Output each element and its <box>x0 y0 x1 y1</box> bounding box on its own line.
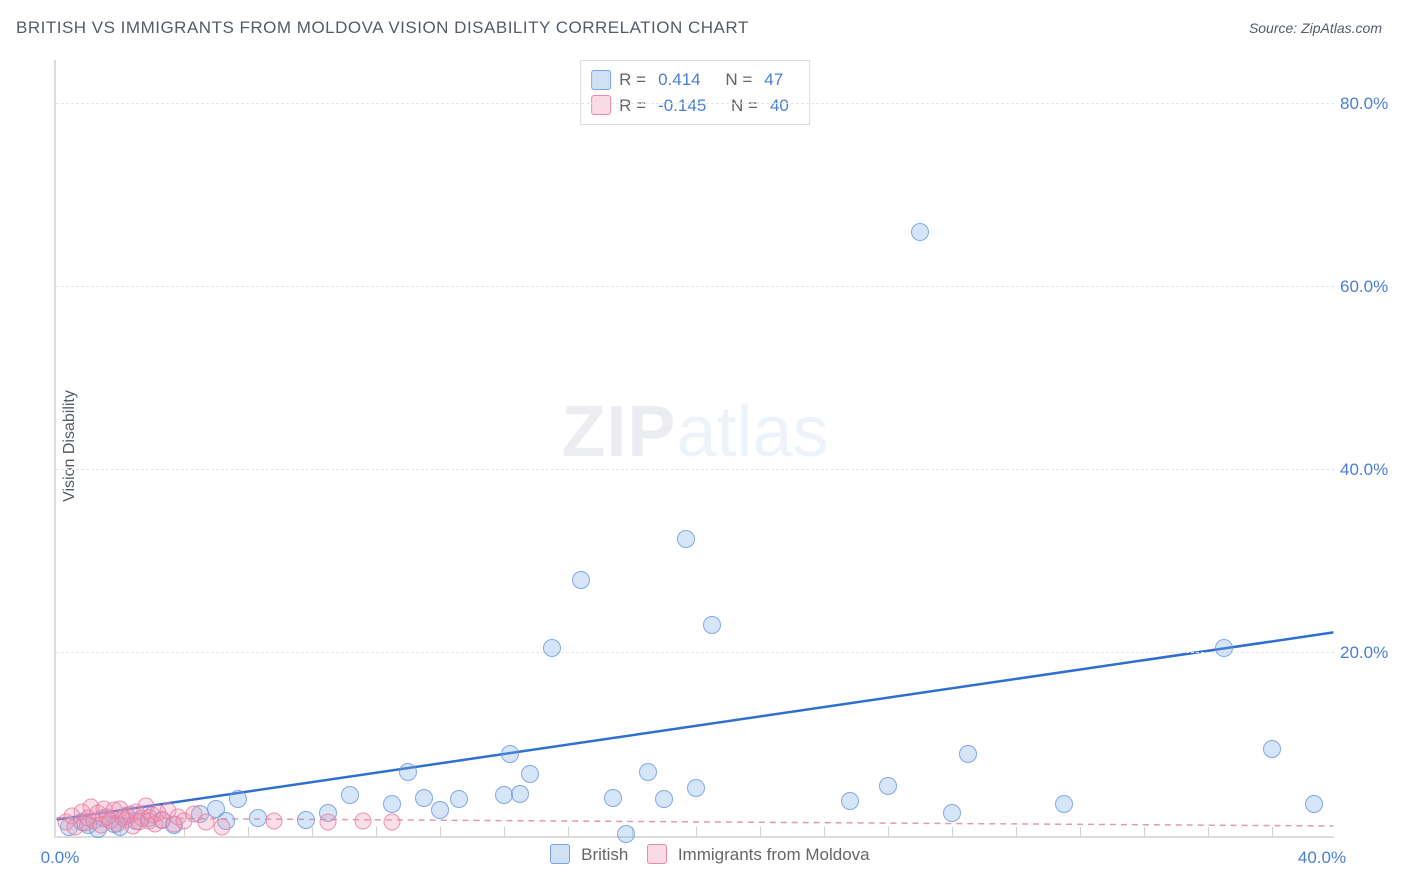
x-tick <box>1144 827 1145 837</box>
x-tick <box>1080 827 1081 837</box>
scatter-point <box>383 795 401 813</box>
scatter-point <box>431 801 449 819</box>
x-tick <box>1208 827 1209 837</box>
watermark-zip: ZIP <box>561 392 676 472</box>
r-label: R = <box>619 67 646 93</box>
scatter-point <box>1055 795 1073 813</box>
scatter-point <box>543 639 561 657</box>
scatter-point <box>1263 740 1281 758</box>
scatter-point <box>265 813 282 830</box>
scatter-point <box>511 785 529 803</box>
x-tick <box>760 827 761 837</box>
chart-title: BRITISH VS IMMIGRANTS FROM MOLDOVA VISIO… <box>16 18 749 38</box>
swatch-blue <box>550 844 570 864</box>
y-tick-label: 40.0% <box>1340 460 1396 480</box>
scatter-point <box>384 814 401 831</box>
x-tick <box>1016 827 1017 837</box>
correlation-stats-box: R = 0.414 N = 47 R = -0.145 N = 40 <box>580 60 810 125</box>
scatter-point <box>450 790 468 808</box>
legend-label-british: British <box>581 845 628 864</box>
trend-lines-layer <box>56 60 1334 836</box>
r-label: R = <box>619 93 646 119</box>
x-tick-max: 40.0% <box>1298 848 1346 868</box>
gridline-h <box>56 469 1334 470</box>
x-tick <box>568 827 569 837</box>
scatter-point <box>655 790 673 808</box>
scatter-point <box>297 811 315 829</box>
scatter-point <box>415 789 433 807</box>
y-tick-label: 60.0% <box>1340 277 1396 297</box>
x-tick <box>952 827 953 837</box>
source-attribution: Source: ZipAtlas.com <box>1249 20 1382 36</box>
r-value: -0.145 <box>658 93 706 119</box>
swatch-pink <box>647 844 667 864</box>
scatter-point <box>1305 795 1323 813</box>
scatter-point <box>841 792 859 810</box>
scatter-point <box>677 530 695 548</box>
x-tick-min: 0.0% <box>41 848 80 868</box>
legend-bottom: British Immigrants from Moldova <box>0 844 1406 865</box>
scatter-point <box>959 745 977 763</box>
scatter-point <box>604 789 622 807</box>
scatter-point <box>617 825 635 843</box>
scatter-point <box>320 814 337 831</box>
scatter-point <box>249 809 267 827</box>
n-value: 47 <box>764 67 783 93</box>
scatter-point <box>521 765 539 783</box>
legend-label-moldova: Immigrants from Moldova <box>678 845 870 864</box>
x-tick <box>888 827 889 837</box>
gridline-h <box>56 652 1334 653</box>
scatter-point <box>943 804 961 822</box>
scatter-point <box>399 763 417 781</box>
scatter-point <box>229 790 247 808</box>
x-tick <box>376 827 377 837</box>
x-tick <box>696 827 697 837</box>
scatter-point <box>214 818 231 835</box>
x-tick <box>824 827 825 837</box>
gridline-h <box>56 286 1334 287</box>
scatter-point <box>355 813 372 830</box>
x-tick <box>440 827 441 837</box>
n-label: N = <box>725 67 752 93</box>
x-tick <box>1272 827 1273 837</box>
scatter-point <box>911 223 929 241</box>
scatter-point <box>501 745 519 763</box>
scatter-point <box>198 814 215 831</box>
x-tick <box>312 827 313 837</box>
n-label: N = <box>731 93 758 119</box>
scatter-point <box>687 779 705 797</box>
scatter-point <box>341 786 359 804</box>
y-tick-label: 80.0% <box>1340 94 1396 114</box>
scatter-point <box>639 763 657 781</box>
scatter-point <box>879 777 897 795</box>
r-value: 0.414 <box>658 67 701 93</box>
x-tick <box>248 827 249 837</box>
gridline-h <box>56 103 1334 104</box>
watermark: ZIPatlas <box>561 391 828 473</box>
watermark-atlas: atlas <box>676 392 828 472</box>
scatter-point <box>572 571 590 589</box>
scatter-point <box>1215 639 1233 657</box>
y-tick-label: 20.0% <box>1340 643 1396 663</box>
x-tick <box>504 827 505 837</box>
stats-row-moldova: R = -0.145 N = 40 <box>591 93 793 119</box>
scatter-plot-area: ZIPatlas R = 0.414 N = 47 R = -0.145 N =… <box>54 60 1334 838</box>
scatter-point <box>703 616 721 634</box>
swatch-blue <box>591 70 611 90</box>
n-value: 40 <box>770 93 789 119</box>
swatch-pink <box>591 95 611 115</box>
stats-row-british: R = 0.414 N = 47 <box>591 67 793 93</box>
